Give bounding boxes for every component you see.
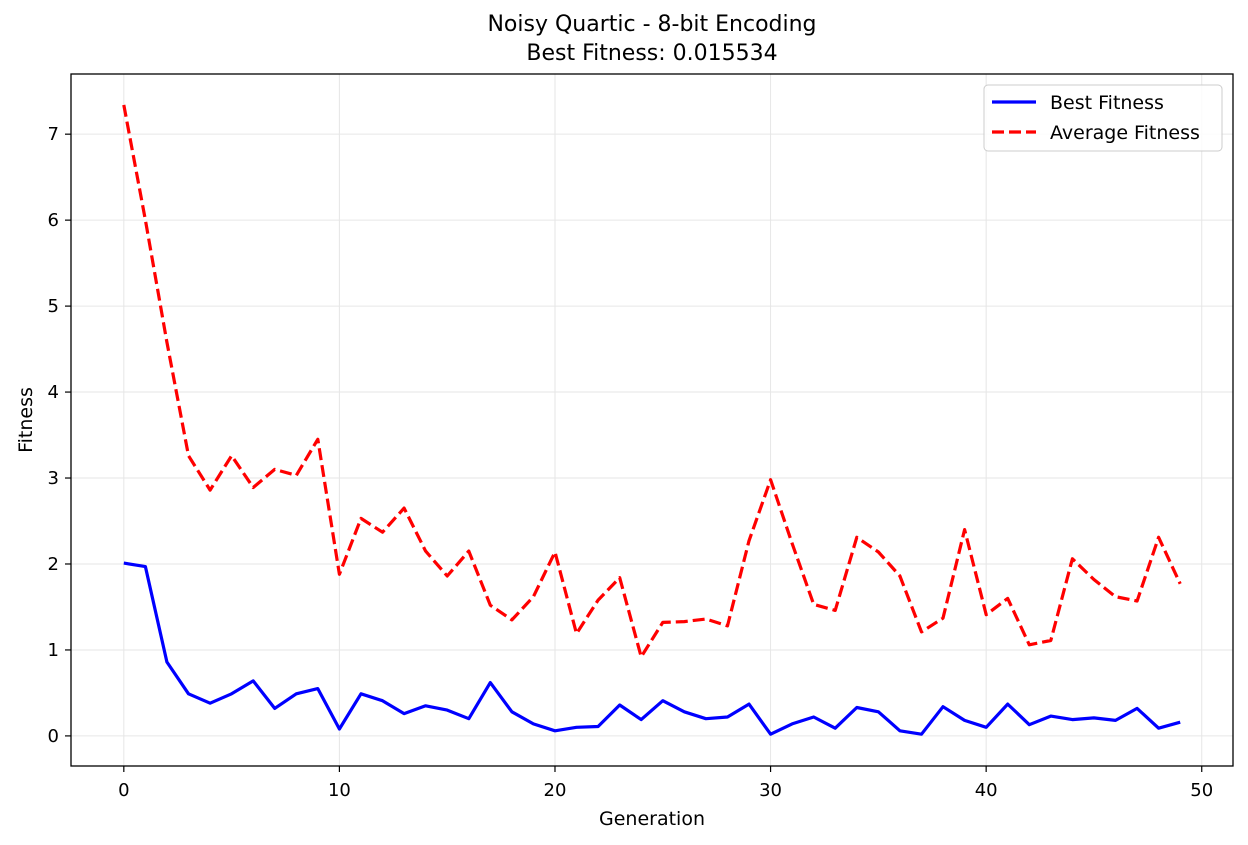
series-line-average-fitness bbox=[122, 104, 1182, 659]
y-tick-label: 1 bbox=[48, 640, 59, 661]
x-tick-label: 0 bbox=[118, 780, 129, 801]
y-tick-label: 2 bbox=[48, 554, 59, 575]
y-tick-label: 4 bbox=[48, 382, 59, 403]
x-tick-label: 30 bbox=[759, 780, 782, 801]
series-line-best-fitness bbox=[123, 561, 1181, 736]
y-tick-label: 5 bbox=[48, 296, 59, 317]
legend-label-best-fitness: Best Fitness bbox=[1050, 92, 1164, 114]
chart-subtitle: Best Fitness: 0.015534 bbox=[526, 41, 778, 66]
legend: Best Fitness Average Fitness bbox=[983, 84, 1223, 152]
y-axis-label: Fitness bbox=[15, 387, 37, 453]
y-tick-label: 6 bbox=[48, 210, 59, 231]
x-axis-label: Generation bbox=[599, 808, 705, 830]
x-tick-label: 50 bbox=[1190, 780, 1213, 801]
x-tick-label: 20 bbox=[544, 780, 567, 801]
x-tick-label: 10 bbox=[328, 780, 351, 801]
y-tick-label: 3 bbox=[48, 468, 59, 489]
y-tick-label: 0 bbox=[48, 726, 59, 747]
legend-label-average-fitness: Average Fitness bbox=[1050, 122, 1200, 144]
chart-title: Noisy Quartic - 8-bit Encoding bbox=[487, 12, 817, 37]
x-tick-label: 40 bbox=[975, 780, 998, 801]
y-tick-label: 7 bbox=[48, 124, 59, 145]
plot-frame bbox=[70, 73, 1234, 767]
legend-box bbox=[983, 84, 1223, 152]
